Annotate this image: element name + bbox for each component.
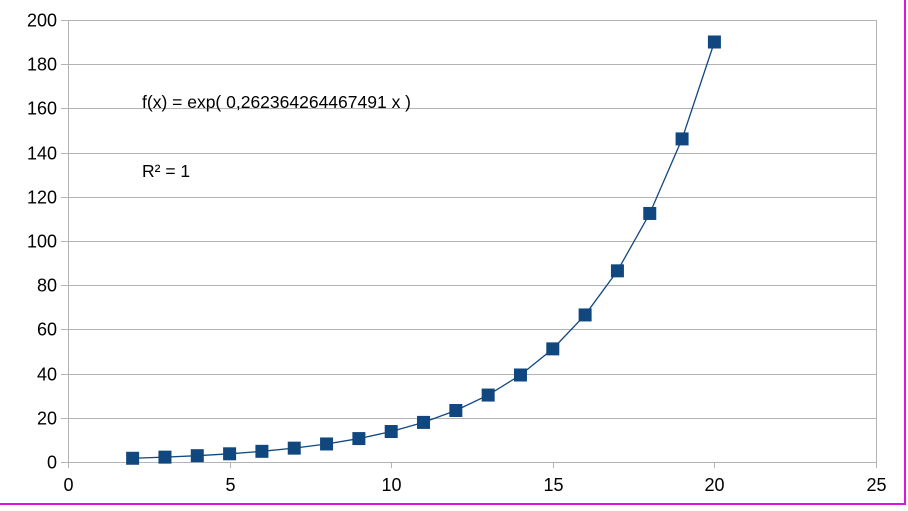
- y-tick-label: 120: [27, 188, 57, 208]
- data-point-marker: [320, 437, 334, 451]
- r-squared-text: R² = 1: [142, 161, 191, 181]
- x-tick-label: 5: [225, 475, 235, 495]
- y-tick-label: 200: [27, 11, 57, 31]
- y-tick-label: 20: [37, 409, 57, 429]
- y-tick-label: 80: [37, 276, 57, 296]
- x-tick-label: 15: [543, 475, 563, 495]
- data-point-marker: [126, 451, 140, 465]
- data-point-marker: [643, 206, 657, 220]
- data-point-marker: [707, 35, 721, 49]
- plot-frame: [68, 20, 877, 463]
- y-tick-label: 0: [47, 453, 57, 473]
- data-point-marker: [223, 447, 237, 461]
- data-point-marker: [287, 441, 301, 455]
- trendline-annotation: f(x) = exp( 0,262364264467491 x ) R² = 1: [142, 45, 411, 229]
- data-point-marker: [158, 450, 172, 464]
- data-point-marker: [417, 415, 431, 429]
- data-point-marker: [384, 425, 398, 439]
- data-point-marker: [352, 432, 366, 446]
- trendline-equation-text: f(x) = exp( 0,262364264467491 x ): [142, 92, 412, 112]
- y-tick-label: 40: [37, 365, 57, 385]
- y-tick-label: 140: [27, 144, 57, 164]
- y-tick-label: 180: [27, 55, 57, 75]
- data-point-marker: [449, 404, 463, 418]
- y-tick-label: 60: [37, 320, 57, 340]
- data-point-marker: [610, 264, 624, 278]
- y-tick-label: 160: [27, 99, 57, 119]
- x-tick-label: 20: [704, 475, 724, 495]
- data-point-marker: [578, 308, 592, 322]
- x-tick-label: 25: [866, 475, 886, 495]
- x-tick-label: 10: [381, 475, 401, 495]
- data-point-marker: [513, 368, 527, 382]
- data-point-marker: [675, 132, 689, 146]
- frame-border-bottom: [0, 503, 906, 505]
- data-point-marker: [255, 444, 269, 458]
- data-point-marker: [481, 388, 495, 402]
- frame-border-right: [904, 0, 906, 505]
- data-point-marker: [190, 449, 204, 463]
- x-tick-label: 0: [63, 475, 73, 495]
- y-tick-label: 100: [27, 232, 57, 252]
- data-point-marker: [546, 342, 560, 356]
